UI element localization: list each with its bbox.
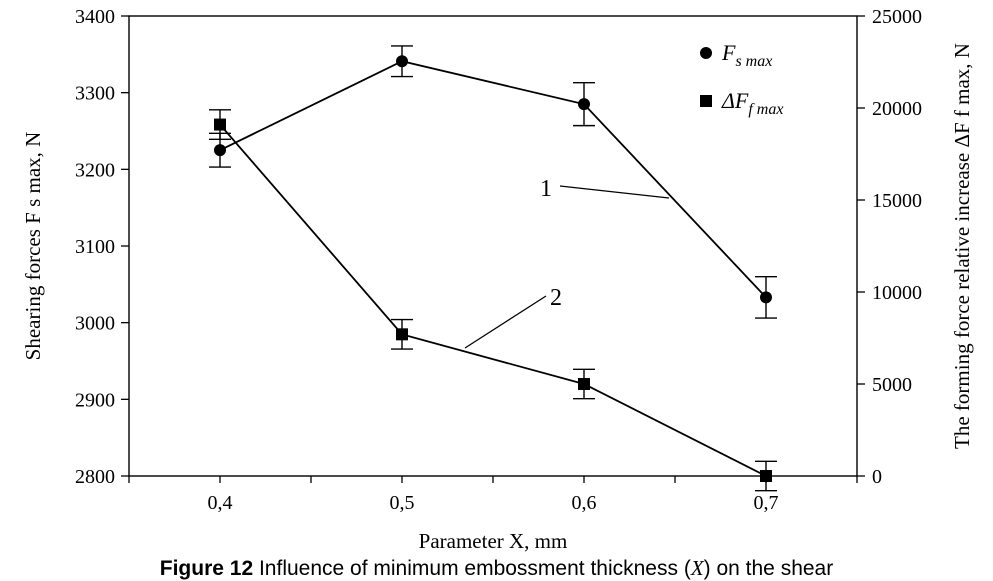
data-point-square <box>760 470 772 482</box>
legend: Fs max ΔFf max <box>700 40 783 118</box>
right-tick-label: 20000 <box>872 98 922 120</box>
left-axis-ticks: 2800 2900 3000 3100 3200 3300 3400 <box>75 6 129 488</box>
legend-marker-circle <box>700 47 712 59</box>
left-tick-label: 3200 <box>75 159 115 181</box>
right-tick-label: 15000 <box>872 190 922 212</box>
data-point-circle <box>578 98 590 111</box>
x-axis-ticks: 0,4 0,5 0,6 0,7 <box>128 476 858 514</box>
caption-variable: X <box>690 556 704 580</box>
caption-text-part-1: Influence of minimum embossment thicknes… <box>253 557 691 580</box>
data-point-circle <box>396 55 408 68</box>
x-tick-label: 0,7 <box>754 492 779 514</box>
dual-axis-line-chart: 0,4 0,5 0,6 0,7 2800 2900 3000 3100 3200 3300 340… <box>21 6 974 553</box>
data-point-circle <box>760 291 772 304</box>
legend-label: Fs max <box>721 40 772 70</box>
right-axis-ticks: 0 5000 10000 15000 20000 25000 <box>857 6 922 488</box>
data-point-square <box>578 378 590 390</box>
left-tick-label: 3000 <box>75 313 115 335</box>
legend-marker-square <box>700 95 712 107</box>
series-2 <box>209 109 777 492</box>
left-tick-label: 3300 <box>75 83 115 105</box>
data-point-square <box>396 328 408 341</box>
right-tick-label: 5000 <box>872 374 912 396</box>
annotation-2-label: 2 <box>550 285 562 311</box>
left-axis-title: Shearing forces F s max, N <box>21 132 45 361</box>
series-line <box>219 60 767 298</box>
series-1 <box>209 45 777 319</box>
series-line <box>219 123 767 477</box>
caption-figure-number: Figure 12 <box>159 557 254 580</box>
left-tick-label: 2900 <box>75 389 115 411</box>
right-tick-label: 25000 <box>872 6 922 28</box>
left-tick-label: 2800 <box>75 466 115 488</box>
right-tick-label: 10000 <box>872 282 922 304</box>
legend-label-base: F <box>721 40 736 65</box>
annotation-1-leader <box>559 185 670 199</box>
annotation-1-label: 1 <box>540 176 552 202</box>
data-point-circle <box>214 144 226 157</box>
x-tick-label: 0,6 <box>572 492 597 514</box>
x-axis-title: Parameter X, mm <box>419 529 568 553</box>
axis-titles: Shearing forces F s max, N The forming fo… <box>21 43 974 553</box>
right-tick-label: 0 <box>872 466 882 488</box>
caption-text-part-2: ) on the shear <box>703 557 834 580</box>
figure-caption: Figure 12 Influence of minimum embossmen… <box>0 556 993 581</box>
legend-label-base: ΔF <box>721 88 749 113</box>
annotations: 12 <box>464 176 670 349</box>
series-layer <box>209 45 777 492</box>
left-tick-label: 3400 <box>75 6 115 28</box>
data-point-square <box>214 118 226 131</box>
legend-label: ΔFf max <box>721 88 783 118</box>
plot-border <box>128 15 858 477</box>
plot-frame <box>128 15 858 477</box>
legend-label-subscript: s max <box>735 53 772 70</box>
x-tick-label: 0,5 <box>390 492 415 514</box>
left-tick-label: 3100 <box>75 236 115 258</box>
legend-label-subscript: f max <box>748 101 783 118</box>
right-axis-title: The forming force relative increase ΔF f… <box>950 43 974 449</box>
x-tick-label: 0,4 <box>208 492 233 514</box>
annotation-2-leader <box>464 295 547 349</box>
